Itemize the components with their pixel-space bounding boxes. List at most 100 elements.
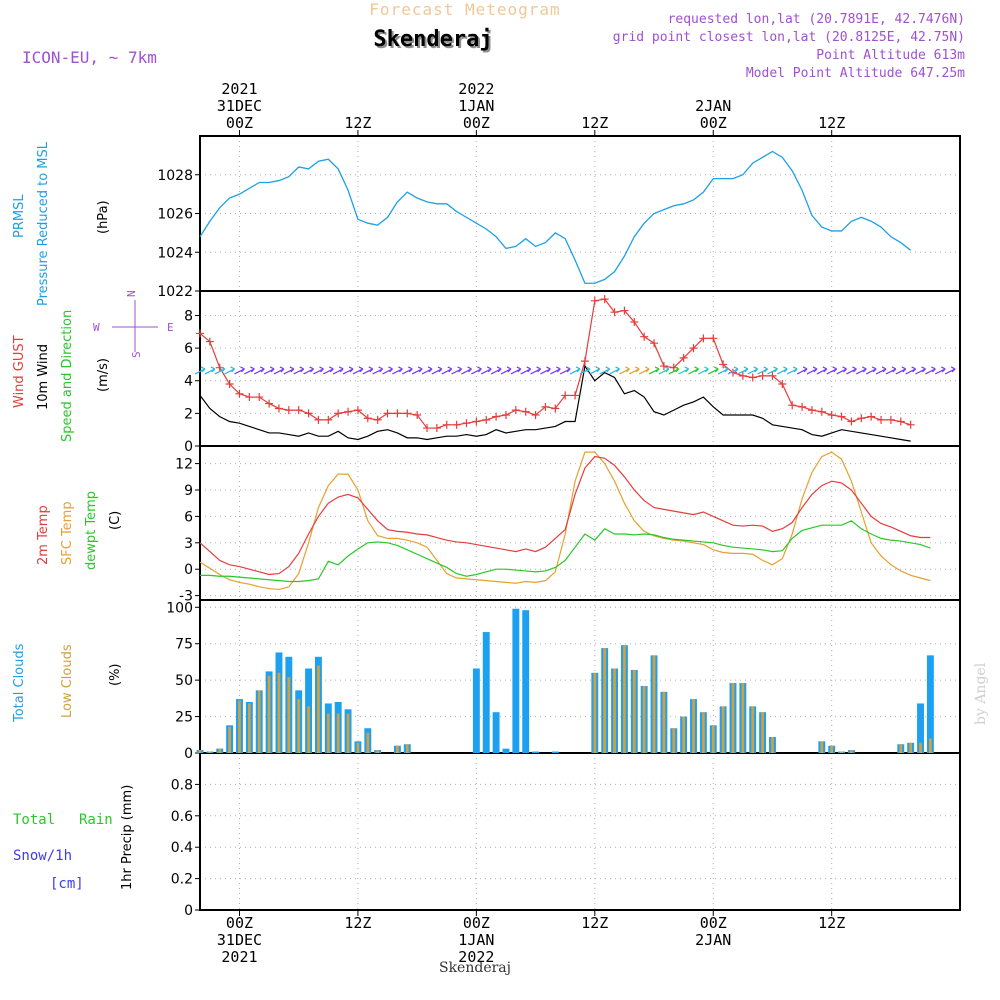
low-cloud-bar: [692, 699, 695, 753]
total-label: Total: [13, 812, 55, 828]
gust-marker: [798, 402, 807, 411]
low-cloud-bar: [247, 703, 251, 753]
gust-marker: [679, 353, 688, 362]
top-time-label: 2JAN: [695, 97, 731, 115]
wind-arrow: [273, 366, 285, 375]
wind-arrow: [332, 366, 344, 375]
gust-marker: [492, 412, 501, 421]
temp2m-line: [199, 455, 931, 576]
low-cloud-bar: [771, 736, 774, 753]
gust-marker: [393, 409, 402, 418]
wind-arrow: [777, 366, 788, 375]
wind-arrow: [510, 366, 522, 375]
gust-marker: [225, 380, 234, 388]
y-tick-label: 100: [166, 600, 193, 616]
low-cloud-bar: [405, 744, 409, 753]
low-cloud-bar: [751, 706, 755, 753]
gust-marker: [689, 344, 698, 353]
wind-arrow: [925, 366, 936, 375]
sfc-label: SFC Temp: [60, 501, 75, 565]
cloud-unit-label: (%): [108, 664, 123, 687]
top-time-label: 12Z: [581, 114, 608, 132]
gust-marker: [699, 334, 708, 343]
y-tick-label: 1024: [157, 245, 193, 261]
pressure-line: [199, 150, 912, 284]
low-cloud-bar: [307, 706, 310, 753]
total-cloud-bar: [917, 703, 924, 753]
y-tick-label: 1022: [157, 284, 193, 300]
low-cloud-bar: [593, 672, 597, 753]
location-title: Skenderaj: [375, 29, 494, 54]
wind-arrow: [244, 366, 255, 375]
wind-arrow: [757, 366, 769, 375]
gust-marker: [659, 362, 668, 371]
wind-arrow: [530, 366, 542, 375]
gust-marker: [788, 401, 797, 410]
gust-marker: [531, 411, 540, 419]
panel-frame: [199, 599, 961, 754]
panel-precip-labels: Total Rain Snow/1h [cm] 1hr Precip (mm): [13, 785, 135, 892]
temp2m-label: 2m Temp: [36, 505, 51, 565]
low-cloud-bar: [731, 683, 735, 753]
low-cloud-bar: [366, 732, 370, 753]
gust-marker: [304, 409, 313, 418]
wind-arrow: [658, 366, 670, 375]
bottom-time-label: 00Z: [226, 914, 253, 932]
gust-marker: [896, 417, 905, 426]
low-cloud-bar: [376, 750, 380, 753]
top-time-label: 12Z: [818, 114, 845, 132]
wind-arrow: [234, 366, 245, 375]
low-cloud-bar: [336, 713, 340, 753]
gust-marker: [501, 411, 510, 419]
location-title-main: Skenderaj: [373, 27, 492, 52]
wind-arrow: [402, 366, 413, 375]
gust-marker: [353, 406, 362, 415]
gust-marker: [778, 380, 787, 388]
wind-arrow: [934, 366, 946, 375]
forecast-title: Forecast Meteogram: [369, 0, 560, 19]
wind-arrow: [806, 366, 818, 375]
low-cloud-bar: [277, 672, 281, 753]
gust-marker: [432, 424, 441, 433]
gust-marker: [571, 391, 580, 400]
y-tick-label: 75: [175, 637, 193, 653]
wind-arrow: [648, 366, 660, 375]
total-clouds-label: Total Clouds: [12, 643, 27, 723]
panel-pressure-labels: PRMSL Pressure Reduced to MSL (hPa): [12, 141, 111, 306]
bottom-time-label: 12Z: [818, 914, 845, 932]
wind-arrow: [471, 366, 482, 375]
bottom-time-label: 00Z: [700, 914, 727, 932]
gust-marker: [265, 399, 274, 408]
wind-speed-line: [199, 364, 911, 442]
gust-marker: [630, 318, 639, 326]
low-cloud-bar: [652, 655, 656, 753]
gust-marker: [906, 420, 915, 429]
wind-arrow: [421, 366, 433, 375]
wind-arrow: [944, 366, 956, 375]
gust-marker: [521, 407, 530, 416]
low-cloud-bar: [662, 691, 666, 753]
gust-marker: [620, 306, 629, 315]
low-cloud-bar: [267, 675, 271, 753]
y-tick-label: 50: [175, 673, 193, 689]
wind-dir-label: Speed and Direction: [60, 310, 75, 442]
plot-layer: 1022 1024 1026 1028 0 2 4 6 8 -3 0 3 6 9 12 0 25 50 75 100 0…: [157, 80, 961, 966]
wind-arrow: [629, 366, 640, 375]
wind-arrow: [619, 366, 630, 375]
sfc-temp-line: [199, 451, 931, 591]
y-tick-label: 25: [175, 710, 193, 726]
gust-marker: [255, 393, 264, 402]
low-cloud-bar: [721, 706, 725, 753]
wind-arrow: [253, 366, 265, 375]
wind-arrow: [796, 366, 808, 375]
gust-marker: [482, 415, 491, 424]
bottom-time-label: 31DEC: [217, 931, 262, 949]
gust-marker: [452, 420, 461, 429]
wind-arrow: [707, 366, 719, 375]
gust-marker: [561, 391, 570, 400]
y-tick-label: 0: [184, 903, 193, 919]
prmsl-label: PRMSL: [12, 194, 27, 238]
wind-arrow: [214, 366, 226, 375]
compass-e: E: [167, 321, 174, 334]
bottom-time-label: 2JAN: [695, 931, 731, 949]
